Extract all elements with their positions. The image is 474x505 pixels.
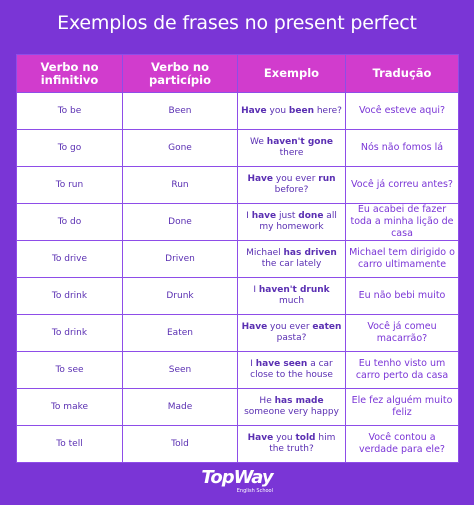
example-text: you ever: [273, 174, 319, 184]
example-cell: Have you been here?: [237, 92, 346, 130]
table-row: To go Gone We haven't gone there Nós não fo…: [16, 129, 459, 167]
infinitive-cell: To run: [16, 166, 123, 204]
participle-cell: Made: [122, 388, 238, 426]
example-verb: has made: [274, 396, 324, 406]
infinitive-cell: To tell: [16, 425, 123, 463]
participle-cell: Driven: [122, 240, 238, 278]
table-row: To tell Told Have you told him the truth? V…: [16, 425, 459, 463]
example-text: there: [279, 148, 304, 158]
participle-cell: Been: [122, 92, 238, 130]
participle-cell: Eaten: [122, 314, 238, 352]
example-cell: Have you ever run before?: [237, 166, 346, 204]
example-text: I: [250, 359, 256, 369]
header-row: Verbo no infinitivo Verbo no particípio …: [16, 54, 459, 93]
example-text: you: [266, 105, 289, 116]
example-text: before?: [274, 185, 309, 195]
header-infinitive: Verbo no infinitivo: [16, 54, 123, 93]
infinitive-cell: To do: [16, 203, 123, 241]
translation-cell: Eu não bebi muito: [345, 277, 459, 315]
example-verb: Have: [247, 433, 274, 443]
translation-cell: Eu acabei de fazer toda a minha lição de…: [345, 203, 459, 241]
example-text: here?: [313, 105, 342, 116]
participle-cell: Done: [122, 203, 238, 241]
example-text: We: [250, 137, 267, 147]
participle-cell: Gone: [122, 129, 238, 167]
example-text: a car close to the house: [250, 359, 333, 380]
table-row: To do Done I have just done all my homewor…: [16, 203, 459, 241]
table-row: To drink Eaten Have you ever eaten pasta? V…: [16, 314, 459, 352]
example-verb: eaten: [312, 322, 342, 332]
example-text: I: [246, 211, 252, 221]
example-verb: been: [288, 105, 314, 116]
example-cell: Have you ever eaten pasta?: [237, 314, 346, 352]
verb-table: Verbo no infinitivo Verbo no particípio …: [16, 54, 459, 463]
example-cell: I haven't drunk much: [237, 277, 346, 315]
table-row: To make Made He has made someone very happ…: [16, 388, 459, 426]
example-cell: I have seen a car close to the house: [237, 351, 346, 389]
example-verb: has driven: [283, 248, 337, 258]
infinitive-cell: To drink: [16, 277, 123, 315]
translation-cell: Michael tem dirigido o carro ultimamente: [345, 240, 459, 278]
example-verb: Have: [247, 174, 274, 184]
participle-cell: Seen: [122, 351, 238, 389]
header-example: Exemplo: [237, 54, 346, 93]
table-row: To run Run Have you ever run before? Você j…: [16, 166, 459, 204]
example-cell: He has made someone very happy: [237, 388, 346, 426]
example-text: you ever: [267, 322, 313, 332]
header-translation: Tradução: [345, 54, 459, 93]
header-participle: Verbo no particípio: [122, 54, 238, 93]
example-cell: Michael has driven the car lately: [237, 240, 346, 278]
translation-cell: Você já correu antes?: [345, 166, 459, 204]
participle-cell: Drunk: [122, 277, 238, 315]
example-cell: I have just done all my homework: [237, 203, 346, 241]
example-text: someone very happy: [244, 407, 339, 417]
example-verb: done: [298, 211, 324, 221]
table-row: To see Seen I have seen a car close to the…: [16, 351, 459, 389]
infinitive-cell: To be: [16, 92, 123, 130]
infinitive-cell: To drive: [16, 240, 123, 278]
participle-cell: Run: [122, 166, 238, 204]
example-cell: We haven't gone there: [237, 129, 346, 167]
example-verb: haven't drunk: [258, 285, 330, 295]
translation-cell: Ele fez alguém muito feliz: [345, 388, 459, 426]
example-verb: Have: [241, 322, 268, 332]
topway-logo: TopWay English School: [187, 468, 287, 496]
example-text: He: [259, 396, 275, 406]
example-verb: have seen: [255, 359, 308, 369]
translation-cell: Nós não fomos lá: [345, 129, 459, 167]
example-verb: run: [318, 174, 336, 184]
example-verb: Have: [241, 105, 267, 116]
infinitive-cell: To see: [16, 351, 123, 389]
translation-cell: Você contou a verdade para ele?: [345, 425, 459, 463]
example-text: all my homework: [259, 211, 337, 232]
page-title: Exemplos de frases no present perfect: [57, 12, 417, 34]
example-verb: haven't gone: [266, 137, 333, 147]
example-text: the car lately: [261, 259, 322, 269]
example-cell: Have you told him the truth?: [237, 425, 346, 463]
table-row: To be Been Have you been here? Você esteve …: [16, 92, 459, 130]
example-text: much: [278, 296, 305, 306]
example-text: you: [273, 433, 296, 443]
translation-cell: Você esteve aqui?: [345, 92, 459, 130]
infinitive-cell: To drink: [16, 314, 123, 352]
example-text: Michael: [246, 248, 284, 258]
table-row: To drive Driven Michael has driven the car…: [16, 240, 459, 278]
infinitive-cell: To make: [16, 388, 123, 426]
translation-cell: Eu tenho visto um carro perto da casa: [345, 351, 459, 389]
example-text: pasta?: [276, 333, 307, 343]
example-text: him the truth?: [269, 433, 336, 454]
example-verb: have: [251, 211, 277, 221]
example-text: just: [276, 211, 299, 221]
participle-cell: Told: [122, 425, 238, 463]
logo-subtitle: English School: [236, 488, 273, 494]
table-row: To drink Drunk I haven't drunk much Eu não …: [16, 277, 459, 315]
example-text: I: [253, 285, 259, 295]
example-verb: told: [295, 433, 316, 443]
infinitive-cell: To go: [16, 129, 123, 167]
translation-cell: Você já comeu macarrão?: [345, 314, 459, 352]
logo-word: TopWay: [201, 467, 273, 488]
